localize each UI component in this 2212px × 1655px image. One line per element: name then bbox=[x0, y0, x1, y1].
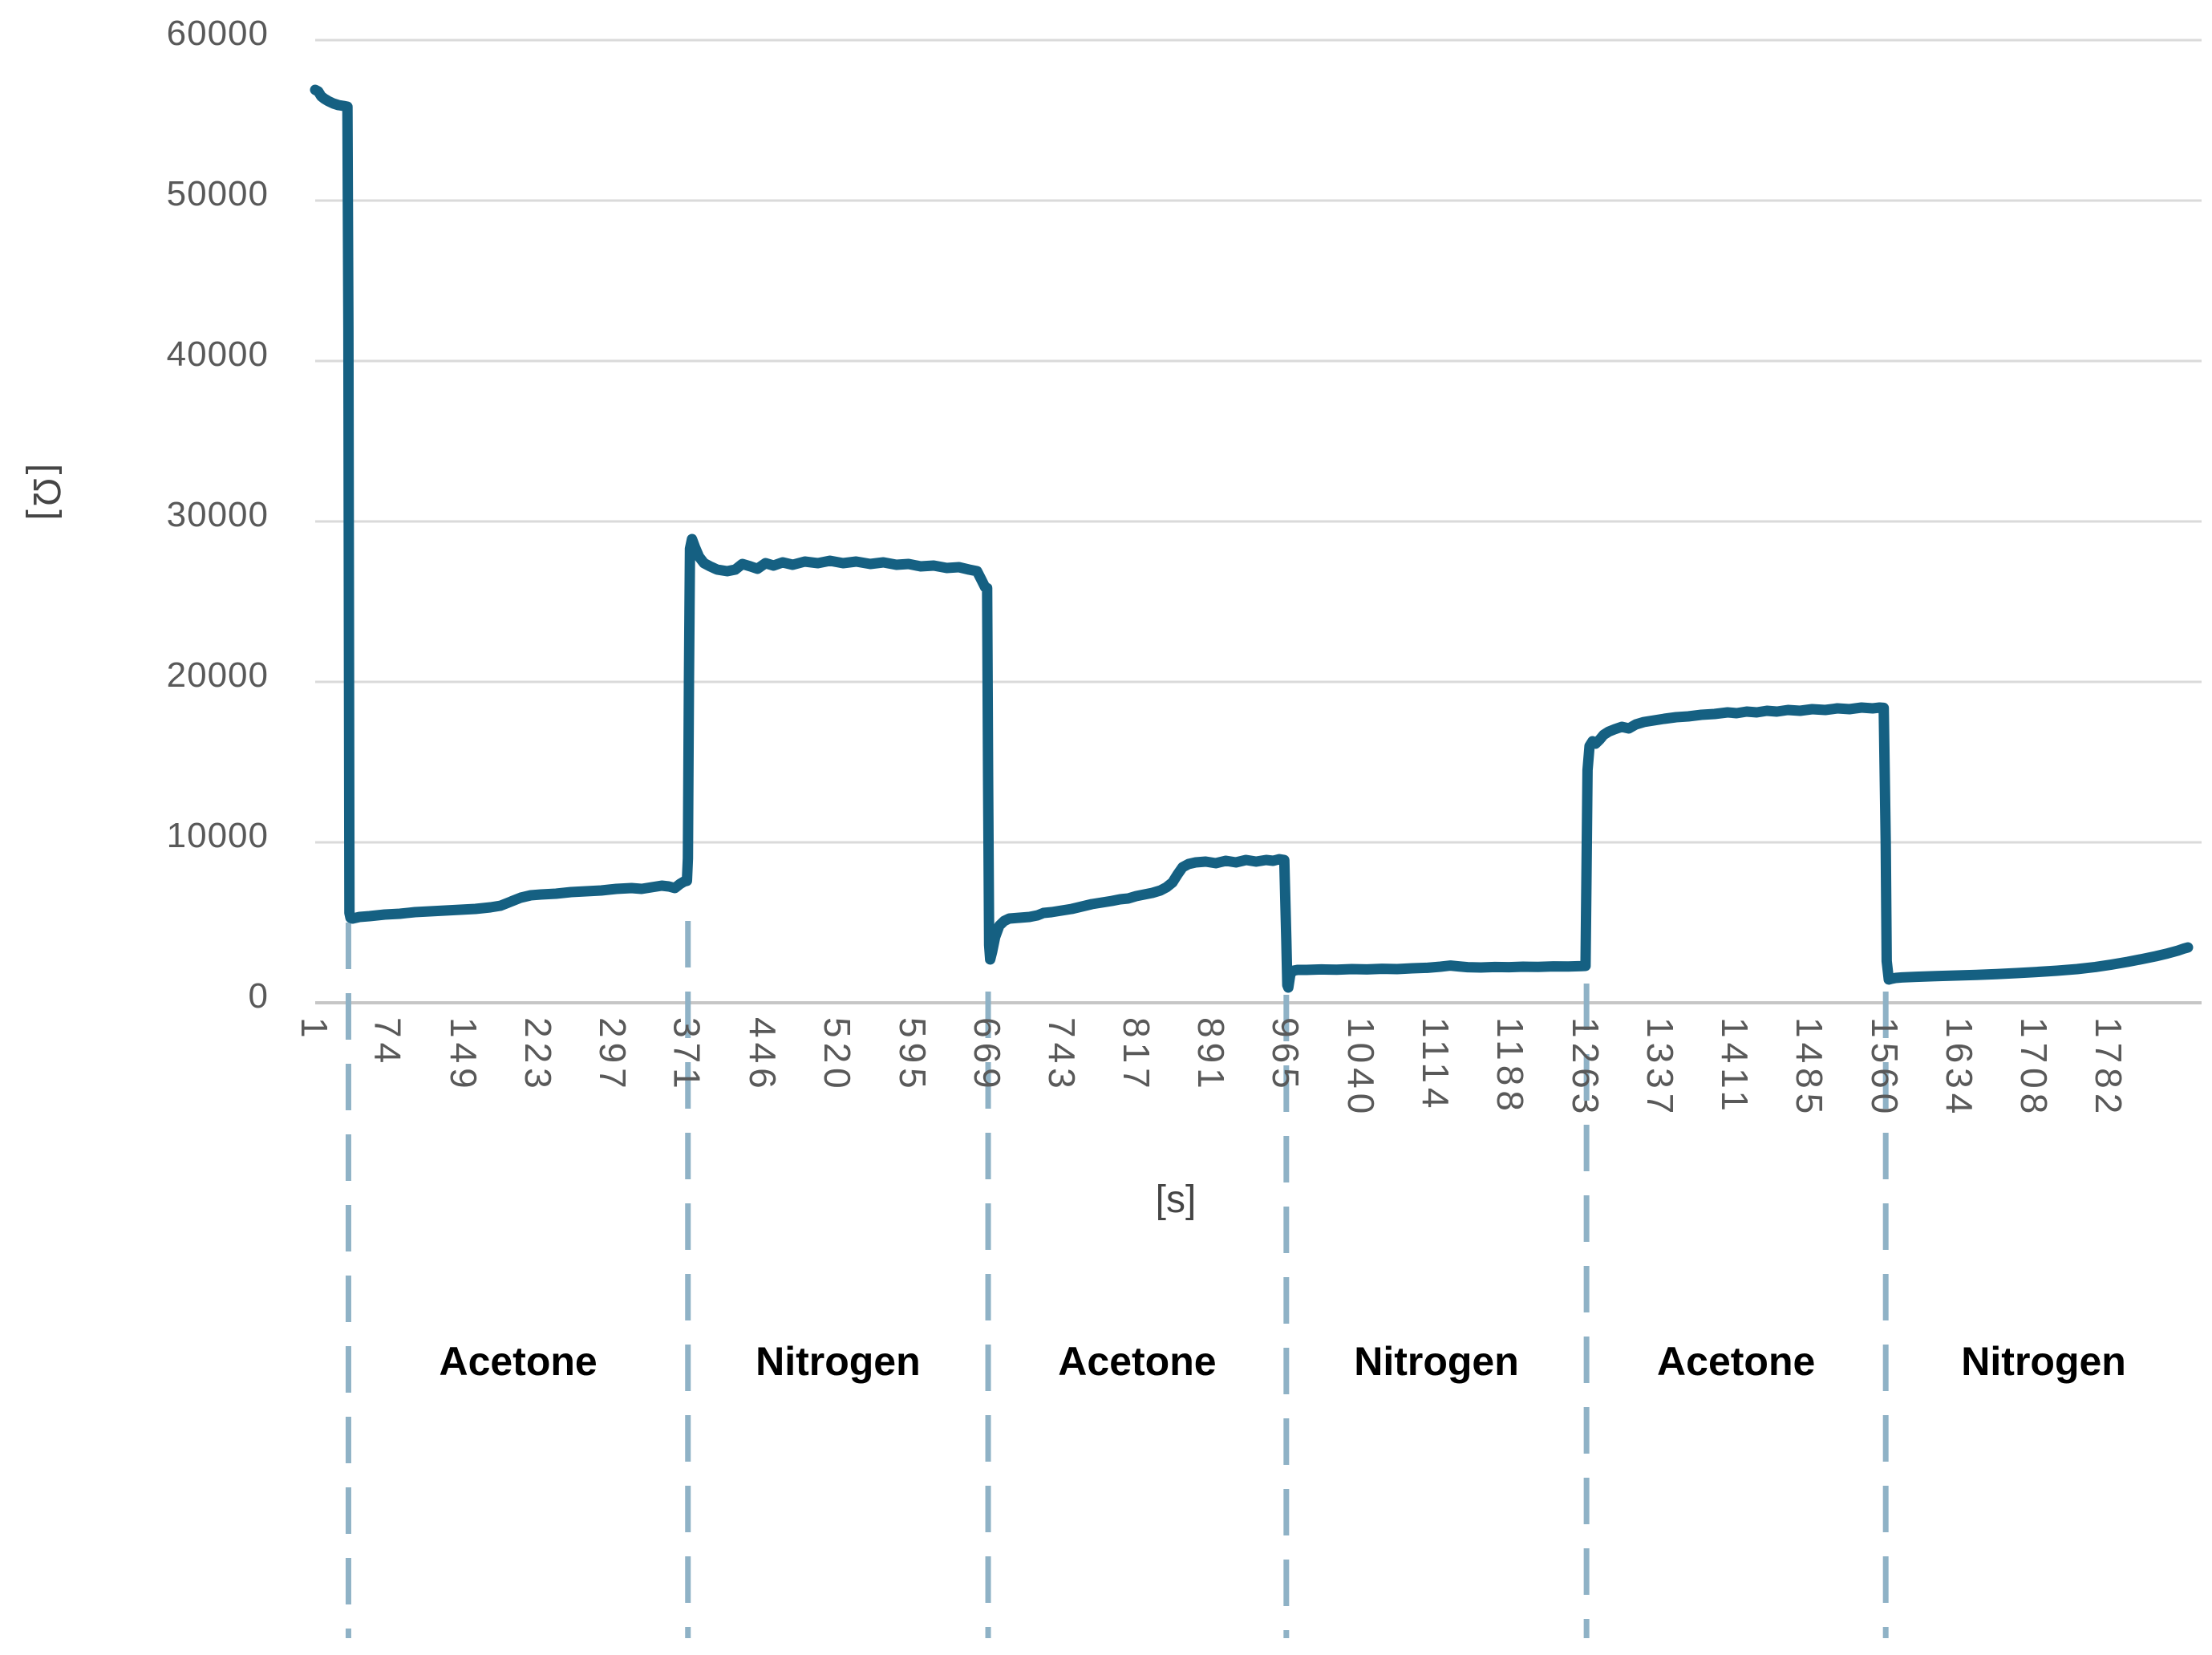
x-tick-label: 1 bbox=[294, 1017, 335, 1043]
phase-label-nitrogen-1: Nitrogen bbox=[756, 1339, 921, 1384]
x-tick-label: 1188 bbox=[1489, 1017, 1531, 1116]
x-tick-label: 965 bbox=[1264, 1017, 1307, 1093]
x-tick-label: 297 bbox=[591, 1017, 634, 1093]
x-tick-label: 446 bbox=[741, 1017, 784, 1093]
x-tick-label: 669 bbox=[966, 1017, 1009, 1093]
x-tick-label: 1114 bbox=[1414, 1017, 1456, 1113]
x-tick-label: 1634 bbox=[1939, 1017, 1981, 1119]
y-tick-label: 60000 bbox=[166, 14, 269, 53]
x-tick-label: 1411 bbox=[1714, 1017, 1756, 1116]
y-tick-label: 10000 bbox=[166, 816, 269, 855]
y-tick-label: 20000 bbox=[166, 655, 269, 695]
x-tick-label: 371 bbox=[666, 1017, 708, 1093]
phase-label-nitrogen-5: Nitrogen bbox=[1961, 1339, 2126, 1384]
phase-label-acetone-0: Acetone bbox=[439, 1339, 598, 1384]
x-tick-label: 1560 bbox=[1864, 1017, 1906, 1119]
x-axis-unit-label: [s] bbox=[1155, 1178, 1197, 1221]
x-tick-label: 520 bbox=[816, 1017, 858, 1093]
x-tick-label: 817 bbox=[1115, 1017, 1157, 1093]
y-axis-unit-label: [Ω] bbox=[25, 464, 67, 524]
y-tick-label: 40000 bbox=[166, 335, 269, 374]
x-tick-label: 1337 bbox=[1639, 1017, 1682, 1119]
phase-label-acetone-2: Acetone bbox=[1058, 1339, 1217, 1384]
y-tick-label: 50000 bbox=[166, 174, 269, 213]
x-tick-label: 743 bbox=[1040, 1017, 1083, 1093]
x-tick-label: 1263 bbox=[1565, 1017, 1607, 1119]
x-tick-label: 1782 bbox=[2088, 1017, 2130, 1119]
phase-label-acetone-4: Acetone bbox=[1657, 1339, 1816, 1384]
x-tick-label: 223 bbox=[517, 1017, 559, 1093]
phase-label-nitrogen-3: Nitrogen bbox=[1354, 1339, 1519, 1384]
x-tick-label: 595 bbox=[892, 1017, 934, 1093]
y-tick-label: 0 bbox=[248, 976, 269, 1016]
resistance-line-series bbox=[310, 84, 2194, 993]
x-tick-label: 1485 bbox=[1788, 1017, 1830, 1119]
y-tick-label: 30000 bbox=[166, 495, 269, 534]
x-tick-label: 1708 bbox=[2013, 1017, 2056, 1119]
x-tick-label: 1040 bbox=[1340, 1017, 1383, 1119]
x-tick-label: 74 bbox=[367, 1017, 409, 1069]
x-tick-label: 891 bbox=[1189, 1017, 1232, 1093]
x-tick-label: 149 bbox=[442, 1017, 484, 1093]
